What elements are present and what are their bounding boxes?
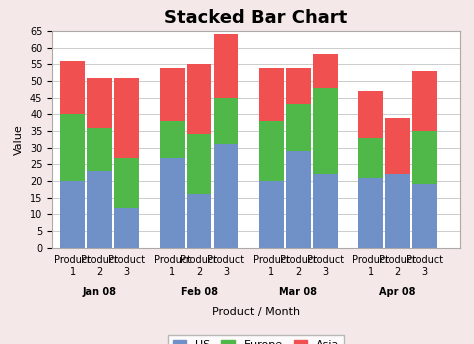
Bar [385,118,410,174]
Bar [187,64,211,134]
Bar [87,171,112,248]
Bar [412,71,437,131]
Bar [313,54,337,88]
Bar [87,128,112,171]
Bar [286,151,311,248]
Bar [160,68,184,121]
Bar [214,144,238,248]
Text: Jan 08: Jan 08 [83,287,117,297]
Bar [259,181,284,248]
Y-axis label: Value: Value [14,124,24,155]
X-axis label: Product / Month: Product / Month [212,308,300,318]
Bar [412,131,437,184]
Bar [160,158,184,248]
Text: Apr 08: Apr 08 [380,287,416,297]
Bar [160,121,184,158]
Bar [114,78,139,158]
Bar [114,158,139,208]
Bar [187,134,211,194]
Bar [114,208,139,248]
Bar [286,104,311,151]
Legend: US, Europe, Asia: US, Europe, Asia [168,335,344,344]
Bar [87,78,112,128]
Bar [313,88,337,174]
Title: Stacked Bar Chart: Stacked Bar Chart [164,9,347,26]
Bar [358,91,383,138]
Bar [385,174,410,248]
Bar [60,114,85,181]
Bar [286,68,311,104]
Bar [214,34,238,98]
Bar [60,181,85,248]
Bar [313,174,337,248]
Bar [358,138,383,178]
Bar [412,184,437,248]
Bar [214,98,238,144]
Text: Feb 08: Feb 08 [181,287,218,297]
Bar [358,178,383,248]
Text: Mar 08: Mar 08 [279,287,318,297]
Bar [259,121,284,181]
Bar [187,194,211,248]
Bar [60,61,85,114]
Bar [259,68,284,121]
